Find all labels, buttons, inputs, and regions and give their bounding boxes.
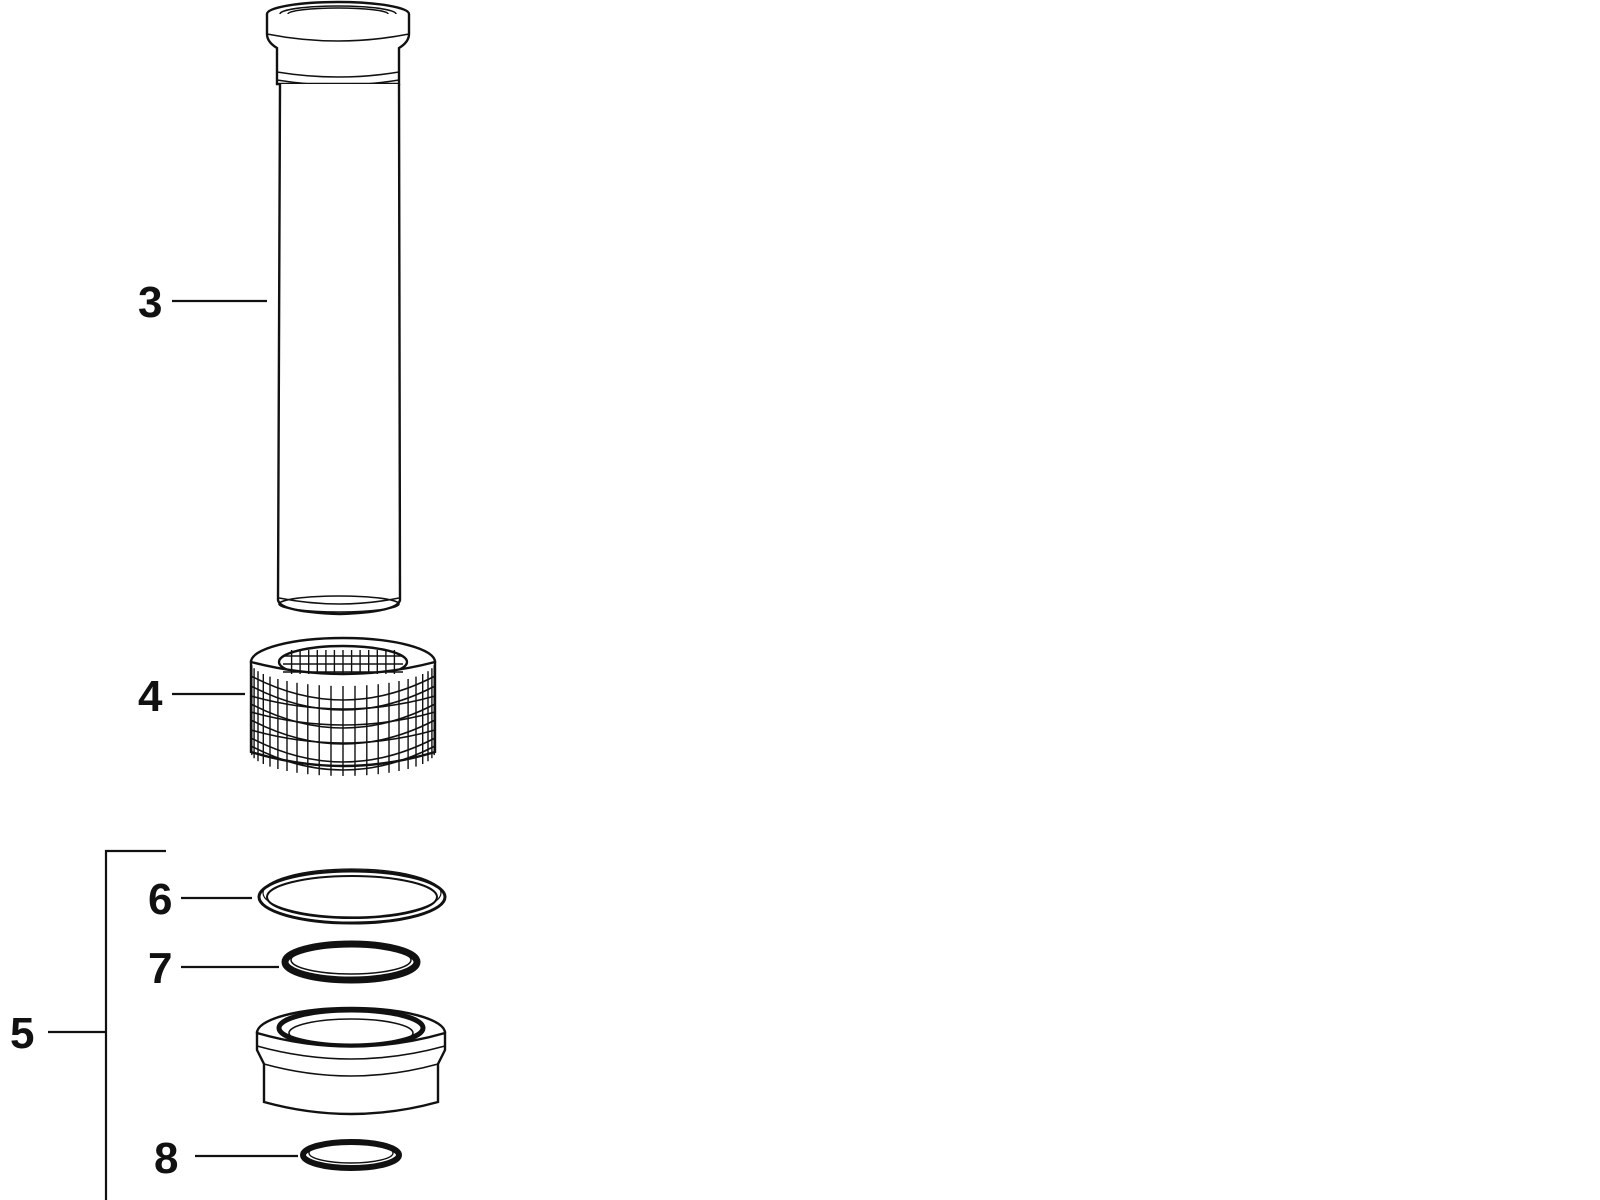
basket-band [250, 675, 436, 701]
basket-band [250, 745, 436, 771]
pipe-icon [265, 0, 411, 616]
small-seal-ring-icon [300, 1139, 402, 1171]
large-seal-ring-icon [257, 868, 447, 925]
callout-label-4: 4 [138, 672, 163, 721]
basket-band [250, 719, 436, 745]
assembly-bracket [48, 849, 166, 1200]
basket-band [250, 737, 436, 763]
callout-label-8: 8 [154, 1134, 178, 1183]
seal-ring-icon [281, 940, 421, 984]
callout-labels: 3 4 5 6 7 8 [10, 278, 178, 1183]
callout-label-7: 7 [148, 944, 172, 993]
connector-body-icon [255, 1006, 447, 1116]
callout-label-6: 6 [148, 875, 172, 924]
basket-band [250, 685, 436, 711]
leader-lines [172, 299, 298, 1158]
callout-label-5: 5 [10, 1009, 34, 1058]
callout-label-3: 3 [138, 278, 162, 327]
strainer-basket-icon [249, 636, 437, 776]
basket-band [250, 703, 436, 729]
